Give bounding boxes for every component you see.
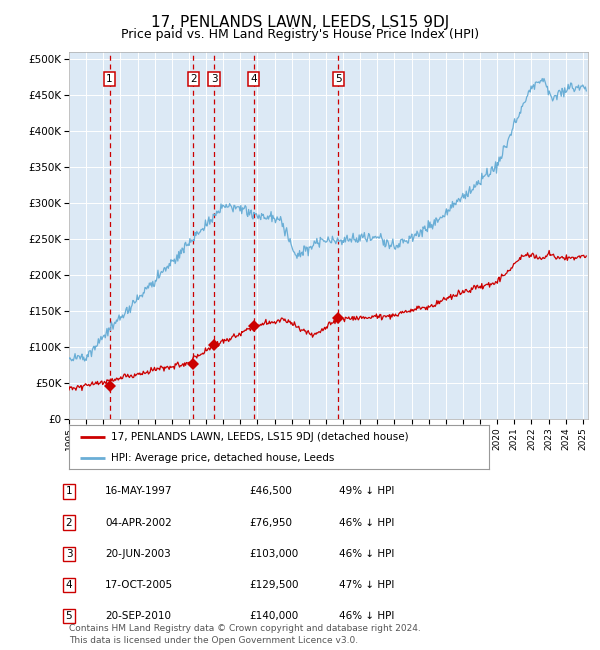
Text: 17-OCT-2005: 17-OCT-2005 bbox=[105, 580, 173, 590]
Text: 20-SEP-2010: 20-SEP-2010 bbox=[105, 611, 171, 621]
Text: 3: 3 bbox=[211, 74, 217, 85]
Text: 04-APR-2002: 04-APR-2002 bbox=[105, 517, 172, 528]
Text: 46% ↓ HPI: 46% ↓ HPI bbox=[339, 549, 394, 559]
Text: 3: 3 bbox=[65, 549, 73, 559]
Text: Contains HM Land Registry data © Crown copyright and database right 2024.
This d: Contains HM Land Registry data © Crown c… bbox=[69, 624, 421, 645]
Text: 1: 1 bbox=[65, 486, 73, 497]
Text: £129,500: £129,500 bbox=[249, 580, 299, 590]
Text: 5: 5 bbox=[335, 74, 341, 85]
Text: 4: 4 bbox=[251, 74, 257, 85]
Text: 2: 2 bbox=[190, 74, 196, 85]
Text: 5: 5 bbox=[65, 611, 73, 621]
Text: 46% ↓ HPI: 46% ↓ HPI bbox=[339, 611, 394, 621]
Text: 16-MAY-1997: 16-MAY-1997 bbox=[105, 486, 173, 497]
Text: £103,000: £103,000 bbox=[249, 549, 298, 559]
Text: 17, PENLANDS LAWN, LEEDS, LS15 9DJ (detached house): 17, PENLANDS LAWN, LEEDS, LS15 9DJ (deta… bbox=[111, 432, 409, 442]
Text: £46,500: £46,500 bbox=[249, 486, 292, 497]
Text: 49% ↓ HPI: 49% ↓ HPI bbox=[339, 486, 394, 497]
Text: 2: 2 bbox=[65, 517, 73, 528]
Text: £140,000: £140,000 bbox=[249, 611, 298, 621]
Text: HPI: Average price, detached house, Leeds: HPI: Average price, detached house, Leed… bbox=[111, 453, 334, 463]
Text: 46% ↓ HPI: 46% ↓ HPI bbox=[339, 517, 394, 528]
Text: 20-JUN-2003: 20-JUN-2003 bbox=[105, 549, 171, 559]
Text: 4: 4 bbox=[65, 580, 73, 590]
Text: Price paid vs. HM Land Registry's House Price Index (HPI): Price paid vs. HM Land Registry's House … bbox=[121, 28, 479, 41]
Text: 17, PENLANDS LAWN, LEEDS, LS15 9DJ: 17, PENLANDS LAWN, LEEDS, LS15 9DJ bbox=[151, 15, 449, 30]
Text: 1: 1 bbox=[106, 74, 113, 85]
Text: 47% ↓ HPI: 47% ↓ HPI bbox=[339, 580, 394, 590]
Text: £76,950: £76,950 bbox=[249, 517, 292, 528]
